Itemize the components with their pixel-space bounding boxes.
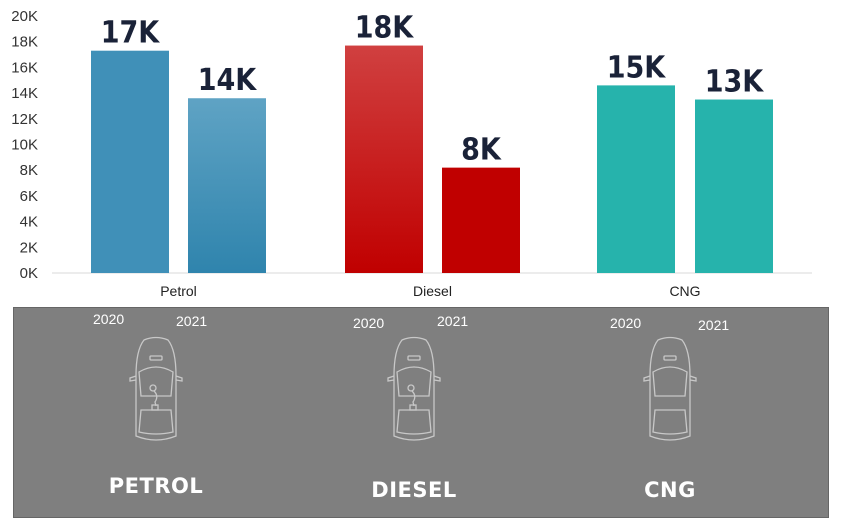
bar-petrol-2020 bbox=[91, 50, 169, 273]
y-tick-label: 6K bbox=[20, 188, 38, 205]
data-label: 15K bbox=[607, 50, 667, 85]
category-label: CNG bbox=[669, 283, 700, 299]
data-label: 8K bbox=[461, 133, 502, 168]
y-tick-label: 20K bbox=[11, 8, 38, 25]
y-tick-label: 0K bbox=[20, 265, 38, 282]
fuel-type-label: DIESEL bbox=[371, 478, 457, 502]
y-tick-label: 10K bbox=[11, 137, 38, 154]
data-label: 13K bbox=[705, 65, 765, 100]
car-diesel-icon bbox=[384, 336, 444, 451]
data-label: 17K bbox=[101, 16, 161, 51]
year-label-2021: 2021 bbox=[176, 313, 208, 329]
bar-cng-2020 bbox=[597, 85, 675, 273]
bar-cng-2021 bbox=[695, 99, 773, 274]
category-label: Diesel bbox=[413, 283, 452, 299]
bar-diesel-2021 bbox=[442, 167, 520, 273]
y-tick-label: 2K bbox=[20, 239, 38, 256]
y-tick-label: 16K bbox=[11, 59, 38, 76]
bar-diesel-2020 bbox=[345, 45, 423, 274]
year-label-2020: 2020 bbox=[353, 315, 385, 331]
bar-chart: 0K 2K 4K 6K 8K 10K 12K 14K 16K 18K 20K Petrol 17K 14K… bbox=[11, 8, 812, 299]
year-label-2021: 2021 bbox=[698, 317, 730, 333]
fuel-type-panel: 2020 2021 PETROL 2020 2021 DIESEL 2020 2021 CNG bbox=[13, 307, 829, 518]
year-label-2020: 2020 bbox=[610, 315, 642, 331]
y-tick-label: 12K bbox=[11, 111, 38, 128]
fuel-type-label: PETROL bbox=[108, 474, 204, 498]
category-label: Petrol bbox=[160, 283, 197, 299]
y-tick-label: 8K bbox=[20, 162, 38, 179]
data-label: 14K bbox=[198, 63, 258, 98]
year-label-2020: 2020 bbox=[93, 311, 125, 327]
car-petrol-icon bbox=[126, 336, 186, 451]
year-label-2021: 2021 bbox=[437, 313, 469, 329]
data-label: 18K bbox=[355, 11, 415, 46]
y-tick-label: 14K bbox=[11, 85, 38, 102]
car-icon bbox=[640, 336, 700, 451]
y-tick-label: 4K bbox=[20, 214, 38, 231]
fuel-type-label: CNG bbox=[644, 478, 696, 502]
y-tick-label: 18K bbox=[11, 34, 38, 51]
bar-petrol-2021 bbox=[188, 98, 266, 274]
